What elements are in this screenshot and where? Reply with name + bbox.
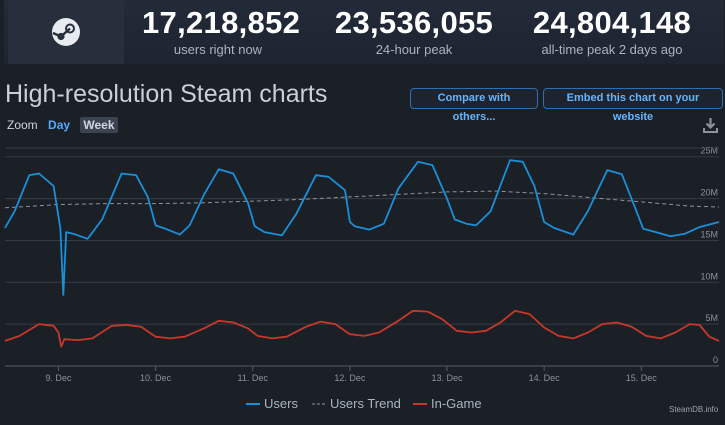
page-title: High-resolution Steam charts bbox=[5, 80, 328, 108]
y-tick-label-0: 0 bbox=[713, 355, 718, 365]
stat-all-time-peak-value: 24,804,148 bbox=[532, 5, 692, 40]
y-tick-label-3: 15M bbox=[700, 229, 718, 239]
stat-24h-peak: 23,536,055 24-hour peak bbox=[332, 5, 496, 58]
series-line-users-trend bbox=[4, 190, 720, 209]
steam-logo-icon bbox=[52, 18, 80, 46]
legend-in-game[interactable]: In-Game bbox=[413, 396, 482, 411]
stat-24h-peak-label: 24-hour peak bbox=[375, 42, 453, 57]
legend-in-game-label: In-Game bbox=[431, 396, 482, 411]
legend-users-label: Users bbox=[264, 396, 298, 411]
steamdb-credit: SteamDB.info bbox=[669, 405, 719, 414]
legend-users-swatch bbox=[246, 402, 260, 405]
zoom-controls: Zoom Day Week bbox=[7, 117, 118, 135]
x-tick-label-5: 14. Dec bbox=[529, 373, 561, 383]
zoom-week-button[interactable]: Week bbox=[80, 117, 118, 133]
series-line-in-game bbox=[4, 309, 720, 348]
stat-current: 17,218,852 users right now bbox=[142, 5, 301, 58]
y-tick-label-5: 25M bbox=[700, 146, 718, 156]
x-tick-label-3: 12. Dec bbox=[334, 373, 366, 383]
stats-bar bbox=[4, 0, 724, 64]
x-tick-label-2: 11. Dec bbox=[238, 373, 269, 383]
stat-24h-peak-value: 23,536,055 bbox=[334, 5, 494, 40]
steam-logo[interactable] bbox=[8, 0, 124, 64]
y-tick-label-2: 10M bbox=[700, 271, 718, 281]
legend-in-game-swatch bbox=[413, 402, 427, 405]
stat-current-label: users right now bbox=[173, 42, 263, 57]
series-line-users bbox=[4, 159, 720, 296]
stat-all-time-peak: 24,804,148 all-time peak 2 days ago bbox=[530, 5, 694, 58]
zoom-day-button[interactable]: Day bbox=[48, 118, 71, 132]
x-tick-label-6: 15. Dec bbox=[626, 373, 658, 383]
y-tick-label-1: 5M bbox=[705, 313, 718, 323]
x-tick-label-1: 10. Dec bbox=[140, 373, 172, 383]
player-count-chart: 0 5M 10M 15M 20M 25M 9. Dec 10. Dec 11. Dec 12. D… bbox=[4, 146, 720, 383]
legend-users-trend-label: Users Trend bbox=[330, 396, 401, 411]
legend-users-trend[interactable]: Users Trend bbox=[312, 396, 401, 411]
compare-button[interactable]: Compare with others... bbox=[410, 88, 538, 123]
chart-legend: Users Users Trend In-Game bbox=[0, 396, 725, 414]
x-tick-label-0: 9. Dec bbox=[45, 373, 72, 383]
stat-all-time-peak-label: all-time peak 2 days ago bbox=[541, 42, 683, 57]
legend-users-trend-swatch bbox=[312, 403, 326, 404]
download-icon[interactable] bbox=[703, 117, 718, 133]
stat-current-value: 17,218,852 bbox=[142, 5, 301, 40]
zoom-label: Zoom bbox=[7, 118, 38, 132]
legend-users[interactable]: Users bbox=[246, 396, 298, 411]
x-tick-label-4: 13. Dec bbox=[431, 373, 463, 383]
embed-chart-button[interactable]: Embed this chart on your website bbox=[543, 88, 723, 123]
y-tick-label-4: 20M bbox=[700, 188, 718, 198]
